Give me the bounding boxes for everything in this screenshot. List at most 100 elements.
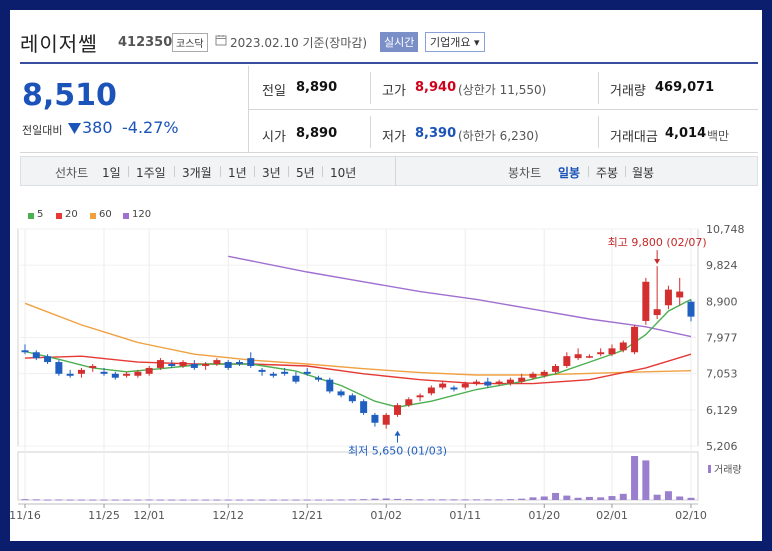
- candle-body: [89, 365, 97, 368]
- volume-bar: [89, 499, 97, 501]
- candle-body: [32, 352, 40, 359]
- volume-bar: [202, 499, 210, 501]
- candle-body: [213, 360, 221, 365]
- candle-body: [360, 401, 368, 413]
- volume-bar: [563, 495, 571, 500]
- volume-bar: [348, 499, 356, 501]
- tab-3y[interactable]: 3년: [262, 166, 281, 180]
- candle-body: [608, 348, 616, 355]
- y-tick-label: 6,129: [706, 404, 738, 417]
- line-chart-label: 선차트: [55, 166, 89, 180]
- tab-1d[interactable]: 1일: [102, 166, 121, 180]
- volume-bar: [337, 499, 345, 501]
- volume-bar: [190, 499, 198, 501]
- x-tick-label: 12/12: [212, 509, 244, 522]
- candle-body: [664, 289, 672, 306]
- stock-name: 레이저쎌: [20, 32, 98, 56]
- x-tick-label: 11/16: [10, 509, 41, 522]
- volume-bar: [597, 497, 605, 500]
- candle-body: [247, 358, 255, 366]
- candle-body: [506, 379, 514, 384]
- volume-bar: [247, 499, 255, 501]
- candle-body: [687, 301, 695, 317]
- volume-bar: [495, 499, 503, 501]
- volume-bar: [676, 496, 684, 500]
- candle-body: [642, 281, 650, 321]
- calendar-icon: [215, 35, 227, 46]
- x-tick-label: 02/01: [596, 509, 628, 522]
- amount-unit: 백만: [707, 129, 730, 143]
- realtime-button[interactable]: 실시간: [380, 32, 419, 52]
- tab-daily[interactable]: 일봉: [558, 166, 581, 180]
- tab-3m[interactable]: 3개월: [182, 166, 212, 180]
- legend-swatch-ma60: [90, 213, 96, 219]
- high-label: 고가: [382, 84, 406, 99]
- candle-body: [303, 371, 311, 374]
- candle-body: [461, 383, 469, 388]
- volume-bar: [44, 499, 52, 501]
- legend-label-ma120: 120: [132, 209, 152, 220]
- volume-bar: [382, 498, 390, 500]
- volume-bar: [552, 492, 560, 500]
- summary-divider: [598, 72, 599, 104]
- low-label: 저가: [382, 130, 406, 145]
- volume-bar: [405, 499, 413, 501]
- company-overview-button[interactable]: 기업개요 ▾: [425, 32, 485, 52]
- candle-body: [552, 365, 560, 372]
- candle-body: [179, 362, 187, 366]
- tab-1y[interactable]: 1년: [228, 166, 247, 180]
- tab-monthly[interactable]: 월봉: [632, 166, 655, 180]
- summary-divider: [370, 116, 371, 148]
- ma-line-ma60: [24, 302, 692, 376]
- volume-bar: [235, 499, 243, 501]
- summary-top-border: [20, 62, 758, 64]
- down-triangle-icon: [68, 123, 81, 134]
- tab-1w[interactable]: 1주일: [136, 166, 166, 180]
- volume-bar: [292, 499, 300, 501]
- amount-value: 4,014: [665, 126, 707, 141]
- volume-bar: [123, 499, 131, 501]
- candle-body: [314, 377, 322, 380]
- tab-10y[interactable]: 10년: [330, 166, 357, 180]
- summary-divider: [248, 109, 758, 110]
- volume-bar: [450, 499, 458, 501]
- tab-separator: [588, 166, 589, 177]
- current-price: 8,510: [22, 78, 117, 113]
- candle-body: [145, 367, 153, 374]
- volume-frame: [17, 451, 699, 501]
- tab-5y[interactable]: 5년: [296, 166, 315, 180]
- candle-body: [100, 371, 108, 374]
- volume-bar: [77, 499, 85, 501]
- date-text: 2023.02.10 기준(장마감): [230, 36, 368, 50]
- candle-body: [123, 373, 131, 376]
- candle-body: [574, 354, 582, 359]
- candle-body: [450, 387, 458, 390]
- volume-bar: [360, 499, 368, 501]
- candle-body: [269, 373, 277, 376]
- open-label: 시가: [262, 130, 286, 145]
- volume-bar: [303, 499, 311, 501]
- legend-label-ma60: 60: [99, 209, 112, 220]
- tab-separator: [128, 166, 129, 177]
- candle-body: [484, 381, 492, 386]
- volume-bar: [55, 499, 63, 501]
- volume-bar: [179, 499, 187, 501]
- candle-body: [371, 414, 379, 423]
- volume-bar: [585, 496, 593, 500]
- x-tick-label: 11/25: [88, 509, 120, 522]
- change-label: 전일대비: [22, 124, 63, 137]
- candle-body: [631, 326, 639, 353]
- volume-bar: [314, 499, 322, 501]
- tab-weekly[interactable]: 주봉: [596, 166, 619, 180]
- volume-legend-swatch: [708, 465, 711, 473]
- candle-body: [563, 356, 571, 366]
- lower-limit: (하한가 6,230): [458, 129, 539, 143]
- x-tick-label: 01/20: [528, 509, 560, 522]
- candle-body: [326, 379, 334, 392]
- volume-bar: [156, 499, 164, 501]
- tabbar-divider: [395, 156, 396, 186]
- candle-chart-label: 봉차트: [508, 166, 542, 180]
- chart-tabbar: [20, 156, 758, 186]
- candle-body: [292, 375, 300, 382]
- x-tick-label: 02/10: [675, 509, 707, 522]
